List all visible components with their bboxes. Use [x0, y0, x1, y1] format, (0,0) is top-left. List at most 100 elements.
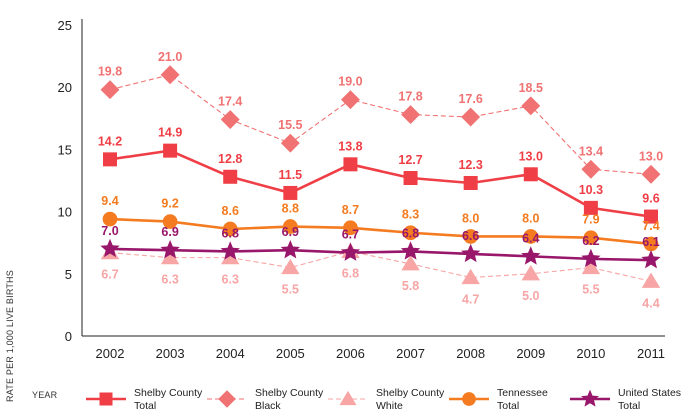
data-point-shelby_total: [223, 169, 238, 184]
legend-sublabel-tennessee_total: Total: [497, 400, 519, 412]
data-label-tennessee_total: 8.0: [462, 211, 479, 225]
data-label-shelby_black: 17.6: [458, 92, 482, 106]
y-axis-title: RATE PER 1,000 LIVE BIRTHS: [5, 270, 15, 402]
data-label-us_total: 7.0: [101, 224, 118, 238]
data-label-shelby_white: 6.8: [342, 266, 359, 280]
data-label-shelby_black: 13.4: [579, 144, 603, 158]
series-line-us_total: [109, 247, 652, 262]
legend-label-shelby_total: Shelby County: [134, 387, 203, 399]
data-label-us_total: 6.8: [222, 226, 239, 240]
data-point-shelby_black: [521, 96, 541, 116]
legend-marker-shelby_black: [218, 390, 236, 408]
data-point-tennessee_total: [523, 229, 539, 244]
data-point-shelby_total: [583, 200, 598, 215]
data-point-shelby_black: [100, 80, 120, 100]
data-label-shelby_total: 13.8: [338, 139, 362, 153]
data-point-shelby_black: [340, 90, 360, 110]
legend-label-shelby_black: Shelby County: [255, 387, 324, 399]
data-label-shelby_total: 12.7: [398, 153, 422, 167]
data-label-shelby_white: 4.7: [462, 293, 479, 307]
data-point-tennessee_total: [343, 220, 358, 236]
data-point-tennessee_total: [162, 214, 178, 229]
data-label-us_total: 6.9: [161, 225, 178, 239]
legend-label-us_total: United States: [618, 387, 681, 399]
data-point-shelby_total: [403, 171, 418, 186]
series-lines: [109, 74, 652, 282]
x-tick-label: 2006: [336, 346, 365, 361]
data-point-us_total: [100, 238, 120, 258]
data-label-shelby_black: 13.0: [639, 149, 663, 163]
data-point-us_total: [340, 242, 361, 261]
x-tick-label: 2004: [216, 346, 245, 361]
data-label-us_total: 6.9: [282, 225, 299, 239]
data-point-shelby_white: [221, 248, 240, 265]
data-label-us_total: 6.8: [402, 226, 419, 240]
data-label-shelby_white: 5.5: [582, 283, 599, 297]
data-label-tennessee_total: 8.0: [522, 211, 539, 225]
data-point-shelby_black: [461, 107, 481, 127]
data-label-shelby_total: 11.5: [279, 168, 303, 182]
data-point-shelby_total: [283, 185, 298, 200]
y-tick-label: 15: [58, 142, 72, 157]
data-point-us_total: [400, 241, 421, 260]
series-line-tennessee_total: [109, 217, 652, 246]
legend-label-shelby_white: Shelby County: [376, 387, 445, 399]
data-label-shelby_black: 17.4: [218, 95, 242, 109]
legend-marker-us_total: [581, 389, 599, 407]
x-axis-title: YEAR: [32, 390, 58, 400]
data-point-shelby_white: [281, 258, 300, 275]
data-point-shelby_black: [160, 65, 180, 85]
x-tick-label: 2003: [156, 346, 185, 361]
data-point-shelby_total: [103, 152, 117, 167]
legend-sublabel-shelby_total: Total: [134, 400, 156, 412]
series-line-shelby_black: [109, 74, 652, 175]
x-tick-label: 2007: [396, 346, 425, 361]
data-labels: 19.8 21.0 17.4 15.5 19.0 17.8 17.6 18.5 13.4 13.0…: [98, 50, 663, 311]
legend-sublabel-shelby_black: Black: [255, 400, 281, 412]
data-label-shelby_white: 5.5: [282, 283, 299, 297]
data-label-shelby_black: 15.5: [278, 118, 302, 132]
data-point-shelby_black: [581, 159, 601, 179]
data-point-shelby_white: [160, 248, 180, 265]
data-label-shelby_white: 6.3: [222, 273, 239, 287]
data-point-shelby_black: [401, 105, 421, 125]
data-label-shelby_white: 6.7: [101, 268, 118, 282]
legend-label-tennessee_total: Tennessee: [497, 387, 548, 399]
data-label-shelby_black: 19.0: [338, 75, 362, 89]
data-label-shelby_total: 9.6: [642, 192, 659, 206]
data-label-tennessee_total: 8.6: [222, 204, 239, 218]
data-label-tennessee_total: 8.7: [342, 203, 359, 217]
data-point-us_total: [220, 241, 240, 260]
data-point-shelby_total: [343, 157, 358, 172]
data-label-tennessee_total: 8.3: [402, 208, 419, 222]
data-label-shelby_white: 4.4: [642, 296, 659, 310]
series-markers: [100, 65, 661, 288]
legend-marker-shelby_white: [339, 390, 357, 406]
legend-marker-shelby_total: [99, 392, 113, 406]
data-label-us_total: 6.6: [462, 229, 479, 243]
data-point-us_total: [521, 246, 541, 265]
data-point-shelby_black: [280, 133, 300, 153]
data-point-shelby_white: [521, 265, 540, 281]
x-tick-label: 2011: [637, 346, 665, 361]
data-point-us_total: [581, 248, 601, 268]
data-label-us_total: 6.1: [642, 235, 659, 249]
data-label-tennessee_total: 9.4: [101, 194, 118, 208]
data-label-shelby_white: 5.8: [402, 279, 419, 293]
data-label-tennessee_total: 9.2: [161, 197, 178, 211]
data-label-shelby_total: 13.0: [519, 149, 543, 163]
data-label-shelby_black: 21.0: [158, 50, 182, 64]
data-point-shelby_total: [644, 209, 658, 224]
series-line-shelby_total: [109, 149, 652, 218]
data-point-shelby_total: [523, 167, 538, 182]
data-point-tennessee_total: [463, 229, 479, 244]
data-point-tennessee_total: [282, 219, 298, 234]
data-point-shelby_total: [463, 175, 478, 190]
data-label-us_total: 6.4: [522, 231, 539, 245]
series-line-shelby_white: [109, 250, 652, 282]
data-label-shelby_total: 10.3: [579, 183, 603, 197]
legend-marker-tennessee_total: [462, 392, 476, 406]
